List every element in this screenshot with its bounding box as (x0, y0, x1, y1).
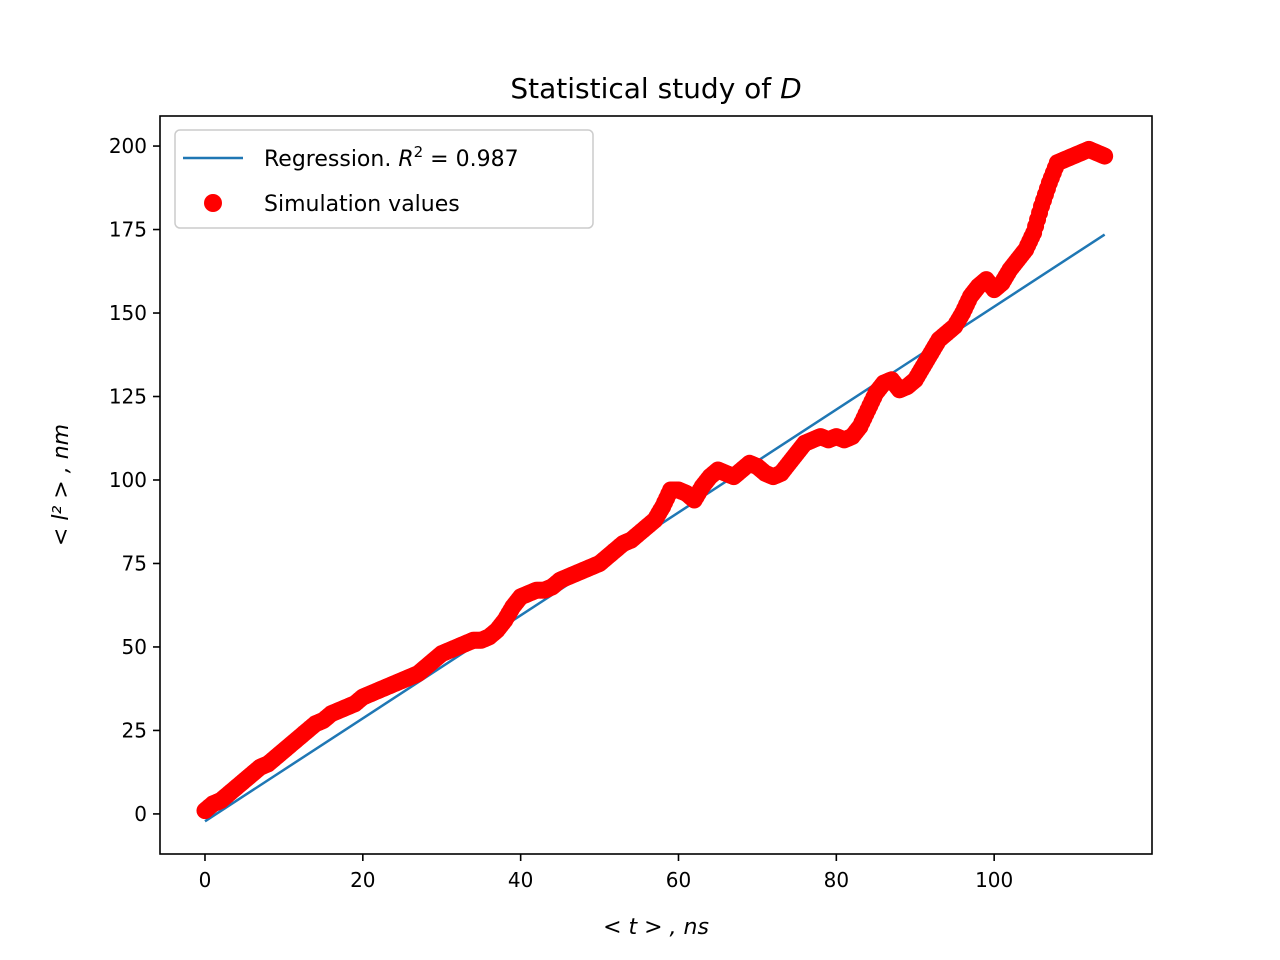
legend-regression-prefix: Regression. (264, 147, 398, 172)
legend-simulation-swatch (204, 194, 222, 212)
legend-regression-sup: 2 (414, 143, 424, 161)
y-tick-label: 125 (109, 385, 147, 409)
axes-frame (159, 115, 1153, 855)
chart-title: Statistical study of D (510, 72, 801, 105)
y-tick-label: 175 (109, 218, 147, 242)
x-tick-label: 100 (975, 868, 1013, 892)
legend-regression-label: Regression. R2 = 0.987 (264, 143, 519, 172)
y-tick-label: 0 (134, 802, 147, 826)
y-axis-label: < l² > , nm (49, 424, 74, 546)
y-tick-label: 100 (109, 468, 147, 492)
x-tick-label: 20 (350, 868, 375, 892)
legend-regression-eq: = 0.987 (423, 147, 518, 172)
legend: Regression. R2 = 0.987 Simulation values (174, 129, 594, 229)
x-axis-ticks: 0 20 40 60 80 100 (199, 854, 1013, 892)
series-layer (196, 140, 1114, 823)
y-tick-label: 150 (109, 301, 147, 325)
x-tick-label: 0 (199, 868, 212, 892)
chart-title-prefix: Statistical study of (510, 72, 780, 105)
x-tick-label: 40 (508, 868, 533, 892)
y-tick-label: 25 (122, 718, 147, 742)
chart-title-variable: D (780, 72, 802, 105)
y-tick-label: 75 (122, 551, 147, 575)
x-axis-label: < t > , ns (603, 915, 709, 940)
x-tick-label: 80 (824, 868, 849, 892)
simulation-point (1096, 147, 1114, 165)
legend-simulation-label: Simulation values (264, 192, 460, 217)
y-tick-label: 200 (109, 134, 147, 158)
legend-box (174, 129, 594, 229)
x-tick-label: 60 (666, 868, 691, 892)
y-tick-label: 50 (122, 635, 147, 659)
plot-area: 0 20 40 60 80 100 0 25 50 75 100 125 150 175 200 (109, 115, 1153, 892)
y-axis-ticks: 0 25 50 75 100 125 150 175 200 (109, 134, 160, 826)
legend-regression-var: R (398, 147, 413, 172)
